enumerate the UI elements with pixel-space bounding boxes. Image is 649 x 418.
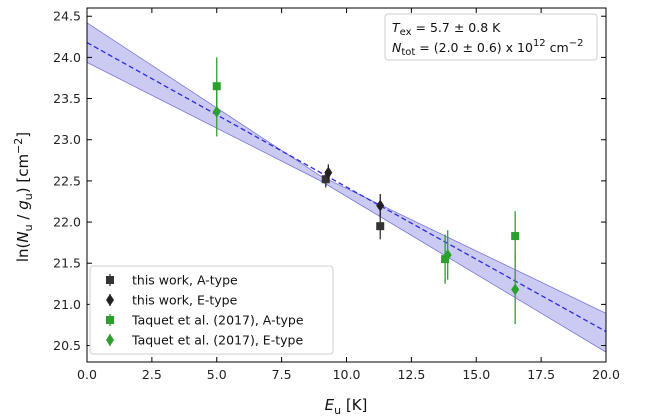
fit-line	[86, 42, 607, 333]
y-tick-label: 22.0	[53, 215, 81, 230]
legend-label: Taquet et al. (2017), E-type	[131, 333, 303, 348]
fit-result-annotation: Tex = 5.7 ± 0.8 K Ntot = (2.0 ± 0.6) x 1…	[384, 13, 598, 61]
data-point	[376, 222, 385, 231]
y-tick-label: 21.0	[53, 297, 81, 312]
legend-label: this work, A-type	[132, 273, 238, 288]
legend-marker	[106, 316, 114, 324]
y-tick-label: 24.5	[53, 9, 81, 24]
legend-marker	[106, 294, 114, 306]
x-tick-label: 7.5	[272, 367, 292, 382]
annotation-ntot: Ntot = (2.0 ± 0.6) x 1012 cm−2	[392, 38, 583, 58]
y-tick-label: 21.5	[53, 256, 81, 271]
annotation-tex: Tex = 5.7 ± 0.8 K	[392, 20, 501, 38]
legend-marker	[106, 334, 114, 346]
x-tick-label: 10.0	[333, 367, 361, 382]
data-point	[212, 105, 221, 118]
fit-line-layer	[86, 42, 607, 333]
legend: this work, A-type this work, E-type Taquet…	[89, 265, 334, 355]
legend-box	[89, 265, 334, 355]
x-tick-label: 5.0	[207, 367, 227, 382]
data-point	[511, 232, 520, 241]
y-tick-label: 24.0	[53, 50, 81, 65]
x-axis-label: Eu [K]	[325, 396, 368, 417]
axis-ticks-layer: 0.0 2.5 5.0 7.5 10.0 12.5 15.0 17.5 20.0 20.5 21.0…	[53, 8, 620, 382]
data-point	[376, 199, 385, 212]
data-point	[324, 166, 333, 179]
data-point	[212, 82, 221, 91]
x-tick-label: 0.0	[77, 367, 97, 382]
x-tick-label: 12.5	[397, 367, 425, 382]
data-point	[321, 175, 330, 184]
data-points-layer	[212, 57, 520, 325]
y-tick-label: 20.5	[53, 338, 81, 353]
data-point	[441, 255, 450, 264]
y-axis-label: ln(Nu / gu) [cm−2]	[12, 132, 35, 262]
legend-label: Taquet et al. (2017), A-type	[131, 313, 304, 328]
y-tick-label: 23.5	[53, 91, 81, 106]
legend-label: this work, E-type	[132, 293, 238, 308]
x-tick-label: 2.5	[142, 367, 162, 382]
y-tick-label: 22.5	[53, 173, 81, 188]
x-tick-label: 20.0	[592, 367, 620, 382]
data-point	[511, 283, 520, 296]
x-tick-label: 17.5	[527, 367, 555, 382]
y-tick-label: 23.0	[53, 132, 81, 147]
x-tick-label: 15.0	[462, 367, 490, 382]
legend-marker	[106, 276, 114, 284]
data-point	[443, 248, 452, 261]
